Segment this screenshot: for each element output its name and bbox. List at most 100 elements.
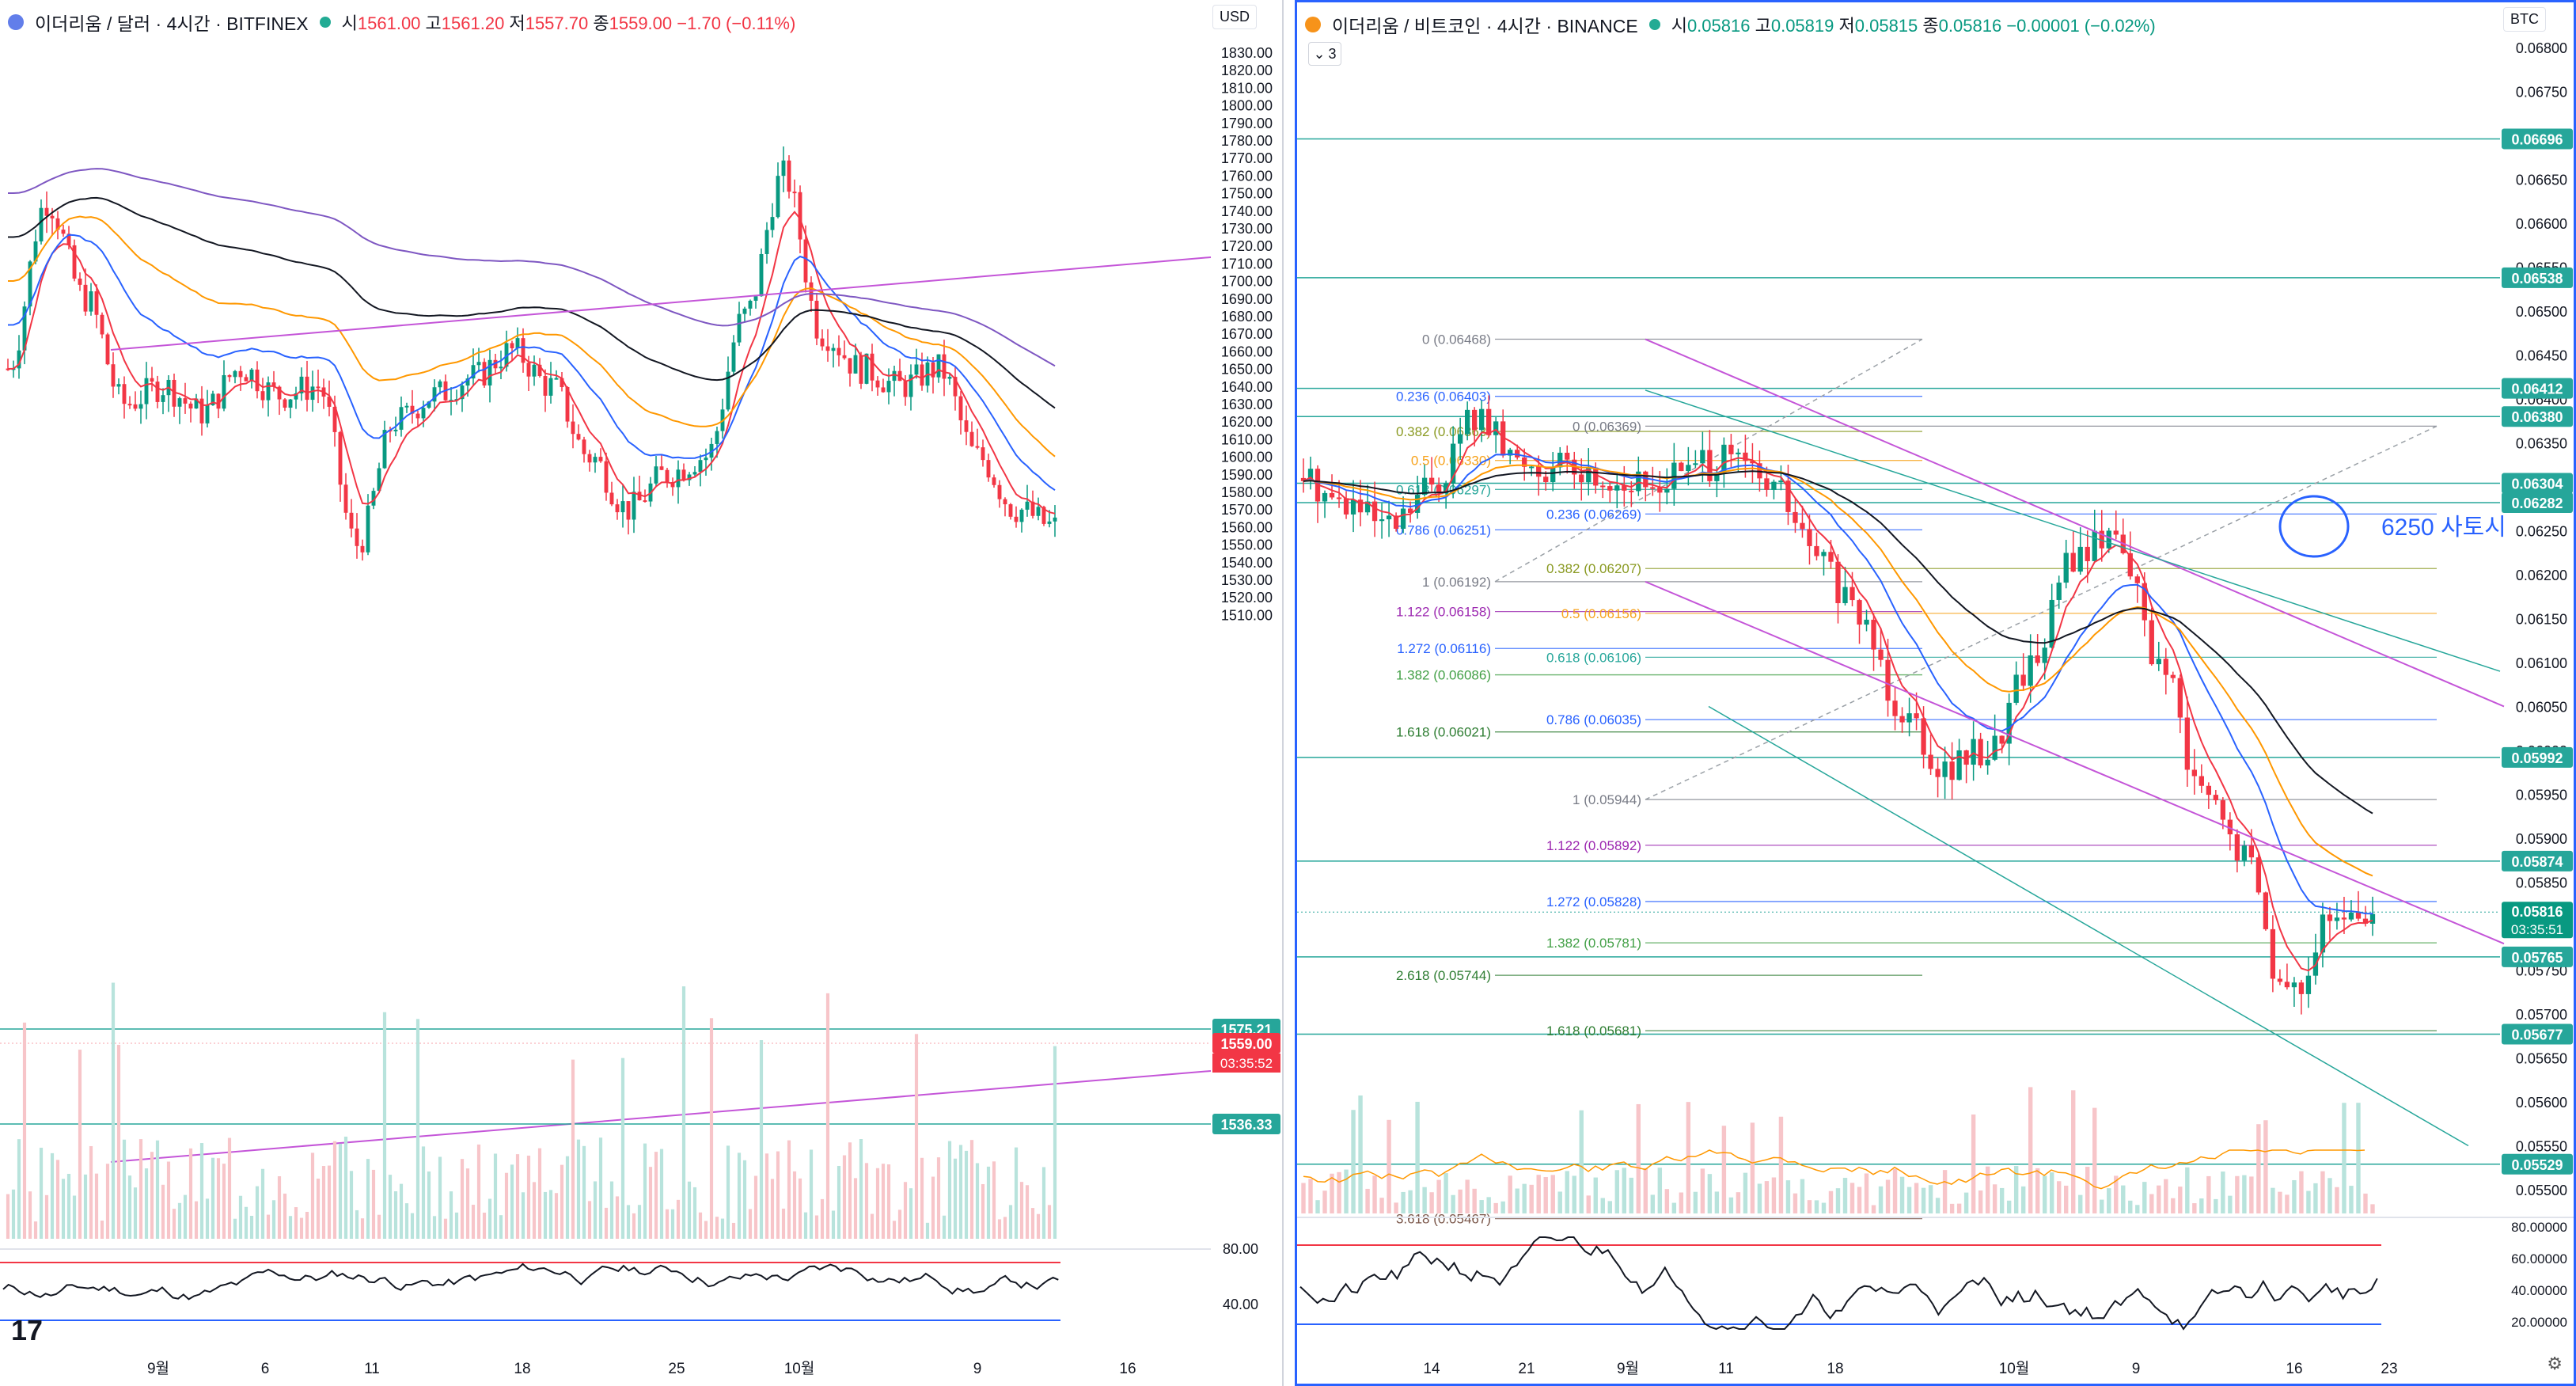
candle-body bbox=[842, 355, 847, 359]
volume-bar bbox=[742, 1160, 747, 1239]
candle-body bbox=[1992, 735, 1997, 760]
settings-gear-icon[interactable]: ⚙ bbox=[2547, 1354, 2563, 1373]
candle-body bbox=[2006, 702, 2012, 744]
candle-body bbox=[1586, 467, 1592, 483]
candle-body bbox=[1971, 739, 1976, 765]
right-symbol-title[interactable]: 이더리움 / 비트코인 · 4시간 · BINANCE bbox=[1332, 16, 1638, 36]
candle-body bbox=[377, 468, 381, 492]
candle-body bbox=[2220, 800, 2226, 820]
volume-bar bbox=[2235, 1175, 2240, 1213]
moving-average-line bbox=[1303, 464, 2373, 877]
candle-body bbox=[2156, 659, 2161, 665]
volume-bar bbox=[1849, 1183, 1855, 1213]
candle-body bbox=[1600, 485, 1606, 488]
candle-body bbox=[1906, 713, 1912, 723]
candle-body bbox=[78, 278, 82, 285]
right-chart-pane[interactable]: 이더리움 / 비트코인 · 4시간 · BINANCE 시0.05816 고0.… bbox=[1295, 0, 2576, 1386]
right-price-tick: 0.06250 bbox=[2516, 524, 2567, 540]
left-price-tick: 1750.00 bbox=[1221, 186, 1273, 202]
candle-body bbox=[2170, 674, 2176, 678]
time-tick: 11 bbox=[364, 1361, 380, 1377]
candle-body bbox=[532, 364, 537, 377]
candle-body bbox=[1493, 421, 1499, 435]
bitcoin-icon bbox=[1305, 17, 1321, 32]
highlight-ellipse bbox=[2278, 495, 2350, 558]
last-price-tag: 0.05816 bbox=[2511, 904, 2563, 920]
rsi-line bbox=[2, 1263, 1059, 1301]
candle-body bbox=[476, 362, 481, 366]
candle-body bbox=[2248, 845, 2255, 858]
volume-bar bbox=[870, 1213, 874, 1239]
candle-body bbox=[1436, 484, 1442, 494]
candle-body bbox=[2127, 553, 2133, 577]
left-legend: 이더리움 / 달러 · 4시간 · BITFINEX 시1561.00 고156… bbox=[0, 6, 795, 38]
volume-bar bbox=[753, 1175, 758, 1239]
volume-bar bbox=[692, 1187, 697, 1239]
left-price-tick: 1780.00 bbox=[1221, 133, 1273, 149]
candle-body bbox=[1835, 561, 1841, 603]
left-symbol-title[interactable]: 이더리움 / 달러 · 4시간 · BITFINEX bbox=[35, 13, 309, 34]
candle-body bbox=[2028, 655, 2033, 686]
volume-bar bbox=[460, 1159, 465, 1239]
candle-body bbox=[1486, 408, 1492, 435]
volume-bar bbox=[881, 1164, 886, 1239]
volume-bar bbox=[1885, 1179, 1891, 1213]
candle-body bbox=[1515, 450, 1520, 458]
candle-body bbox=[1522, 457, 1527, 467]
candle-body bbox=[2191, 769, 2197, 777]
candle-body bbox=[1364, 501, 1371, 513]
candle-body bbox=[1008, 504, 1013, 517]
tradingview-logo[interactable]: 17 bbox=[11, 1314, 44, 1346]
volume-bar bbox=[1956, 1203, 1962, 1213]
volume-bar bbox=[100, 1220, 104, 1239]
fib1-label: 1.618 (0.06021) bbox=[1396, 725, 1491, 740]
volume-bar bbox=[1351, 1110, 1356, 1213]
volume-bar bbox=[1778, 1116, 1784, 1213]
candle-body bbox=[305, 376, 309, 401]
volume-bar bbox=[648, 1167, 653, 1239]
volume-bar bbox=[1019, 1182, 1024, 1239]
volume-bar bbox=[1928, 1185, 1933, 1213]
candle-body bbox=[582, 439, 586, 454]
candle-body bbox=[227, 374, 232, 378]
left-chart-canvas[interactable]: 1830.001820.001810.001800.001790.001780.… bbox=[0, 0, 1282, 1386]
volume-bar bbox=[1963, 1192, 1969, 1213]
time-tick: 11 bbox=[1718, 1361, 1734, 1377]
volume-bar bbox=[1337, 1171, 1341, 1213]
right-price-tick: 0.06750 bbox=[2516, 85, 2567, 101]
left-currency-button[interactable]: USD bbox=[1212, 5, 1258, 29]
candle-body bbox=[837, 347, 841, 355]
volume-bar bbox=[925, 1222, 930, 1239]
candle-body bbox=[1928, 754, 1933, 769]
candle-body bbox=[870, 353, 874, 381]
candle-body bbox=[920, 364, 924, 386]
volume-bar bbox=[266, 1214, 271, 1239]
right-price-tick: 0.06500 bbox=[2516, 304, 2567, 320]
volume-bar bbox=[1387, 1119, 1391, 1213]
candle-body bbox=[161, 395, 165, 402]
volume-bar bbox=[1892, 1168, 1898, 1213]
volume-bar bbox=[886, 1164, 891, 1239]
candle-body bbox=[892, 370, 897, 382]
candle-body bbox=[172, 379, 176, 407]
volume-bar bbox=[532, 1182, 537, 1239]
volume-bar bbox=[543, 1191, 548, 1239]
volume-bar bbox=[66, 1173, 71, 1239]
channel-line bbox=[1645, 389, 2501, 672]
right-currency-button[interactable]: BTC bbox=[2503, 7, 2546, 32]
volume-bar bbox=[2092, 1107, 2097, 1213]
volume-bar bbox=[2035, 1168, 2040, 1213]
volume-bar bbox=[1415, 1101, 1420, 1213]
indicators-collapse-button[interactable]: ⌄ 3 bbox=[1308, 42, 1341, 66]
volume-bar bbox=[238, 1195, 243, 1239]
candle-body bbox=[626, 501, 631, 520]
volume-bar bbox=[1047, 1205, 1052, 1239]
volume-bar bbox=[715, 1217, 719, 1239]
candle-body bbox=[1019, 509, 1024, 522]
time-tick: 9 bbox=[973, 1361, 982, 1377]
left-chart-pane[interactable]: 이더리움 / 달러 · 4시간 · BITFINEX 시1561.00 고156… bbox=[0, 0, 1284, 1386]
right-chart-canvas[interactable]: 0.068000.067500.067000.066500.066000.065… bbox=[1297, 2, 2574, 1384]
left-price-tick: 1720.00 bbox=[1221, 238, 1273, 254]
candle-body bbox=[1030, 501, 1035, 516]
level-tag-bg bbox=[2502, 850, 2573, 871]
